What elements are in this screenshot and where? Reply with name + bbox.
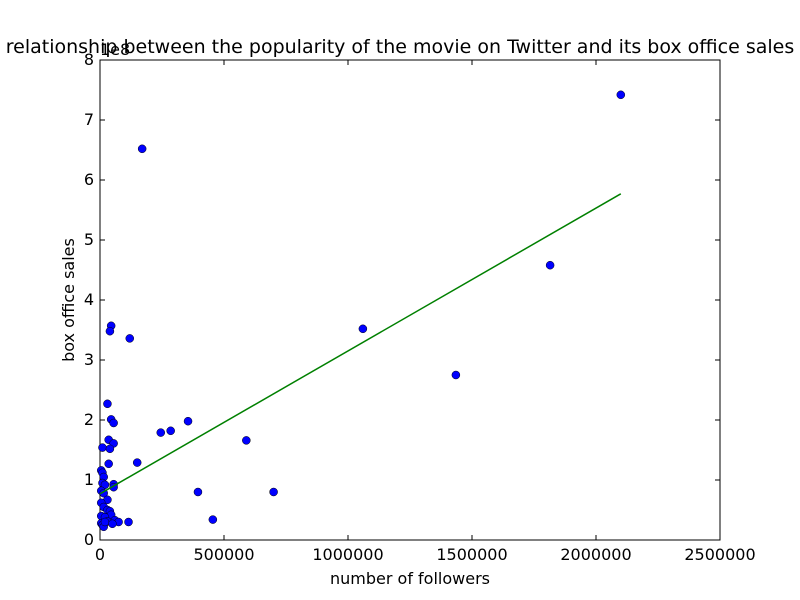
fit-line: [99, 193, 622, 495]
data-point: [358, 324, 368, 334]
data-point: [208, 515, 218, 524]
data-point: [137, 144, 147, 154]
data-point: [156, 428, 166, 437]
y-tick-label: 7: [84, 110, 94, 129]
x-axis-label: number of followers: [330, 569, 490, 588]
data-point: [98, 443, 107, 452]
x-tick-label: 500000: [193, 545, 254, 564]
data-point: [166, 426, 175, 436]
y-tick-label: 6: [84, 170, 94, 189]
data-point: [105, 326, 115, 336]
data-point: [103, 399, 112, 409]
data-point: [108, 519, 117, 529]
y-tick-label: 5: [84, 230, 94, 249]
x-tick-label: 2500000: [684, 545, 755, 564]
y-tick-label: 0: [84, 530, 94, 549]
y-tick-label: 1: [84, 470, 94, 489]
data-point: [269, 487, 278, 497]
x-tick-label: 1500000: [436, 545, 507, 564]
y-tick-label: 2: [84, 410, 94, 429]
data-point: [183, 416, 193, 426]
y-tick-label: 3: [84, 350, 94, 369]
data-point: [451, 370, 461, 380]
data-point: [100, 517, 110, 527]
data-point: [132, 458, 142, 467]
y-offset-label: 1e8: [100, 40, 130, 59]
data-point: [124, 517, 133, 527]
y-tick-label: 4: [84, 290, 94, 309]
data-marks: [96, 90, 626, 532]
plot-frame: [99, 59, 721, 541]
data-point: [616, 90, 626, 100]
data-point: [242, 436, 251, 445]
x-tick-label: 0: [95, 545, 105, 564]
data-point: [545, 260, 555, 270]
y-axis-label: box office sales: [59, 238, 78, 362]
x-tick-label: 2000000: [560, 545, 631, 564]
x-tick-label: 1000000: [312, 545, 383, 564]
data-point: [125, 334, 135, 343]
data-point: [109, 418, 118, 428]
y-tick-label: 8: [84, 50, 94, 69]
axis-ticks: 0 500000 1000000 1500000 2000000 2500000 0 1 2 3 4…: [84, 50, 756, 564]
data-point: [104, 459, 113, 469]
data-point: [105, 444, 115, 454]
chart-title: relationship between the popularity of t…: [6, 36, 794, 58]
data-point: [193, 487, 203, 497]
